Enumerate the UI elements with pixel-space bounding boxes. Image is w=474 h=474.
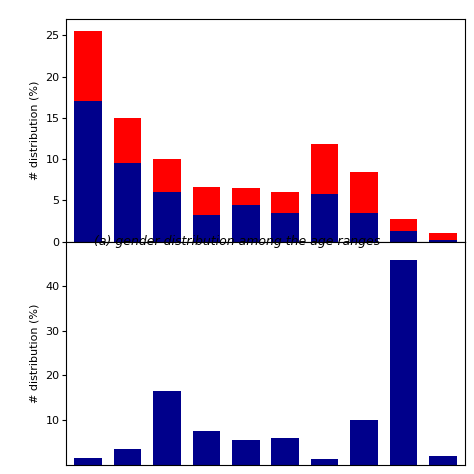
Bar	[350, 213, 378, 242]
Bar	[429, 456, 456, 465]
Bar	[153, 159, 181, 192]
Bar	[153, 391, 181, 465]
Bar	[232, 205, 260, 242]
Bar	[271, 213, 299, 242]
Bar	[74, 101, 102, 242]
Bar	[114, 118, 141, 164]
Bar	[232, 188, 260, 205]
Bar	[153, 192, 181, 242]
X-axis label: Age range: Age range	[233, 264, 298, 277]
Bar	[429, 240, 456, 242]
Bar	[74, 31, 102, 101]
Y-axis label: # distribution (%): # distribution (%)	[30, 303, 40, 403]
Bar	[114, 449, 141, 465]
Bar	[311, 145, 338, 194]
Bar	[311, 194, 338, 242]
Bar	[390, 219, 417, 231]
Bar	[192, 187, 220, 215]
Bar	[192, 431, 220, 465]
Bar	[271, 192, 299, 213]
Bar	[74, 458, 102, 465]
Bar	[350, 172, 378, 213]
Text: (a) gender distribution among the age ranges: (a) gender distribution among the age ra…	[94, 235, 380, 248]
Bar	[114, 164, 141, 242]
Bar	[429, 233, 456, 240]
Bar	[390, 231, 417, 242]
Bar	[192, 215, 220, 242]
Bar	[232, 440, 260, 465]
Bar	[311, 459, 338, 465]
Bar	[350, 420, 378, 465]
Bar	[271, 438, 299, 465]
Y-axis label: # distribution (%): # distribution (%)	[30, 81, 40, 180]
Bar	[390, 260, 417, 465]
